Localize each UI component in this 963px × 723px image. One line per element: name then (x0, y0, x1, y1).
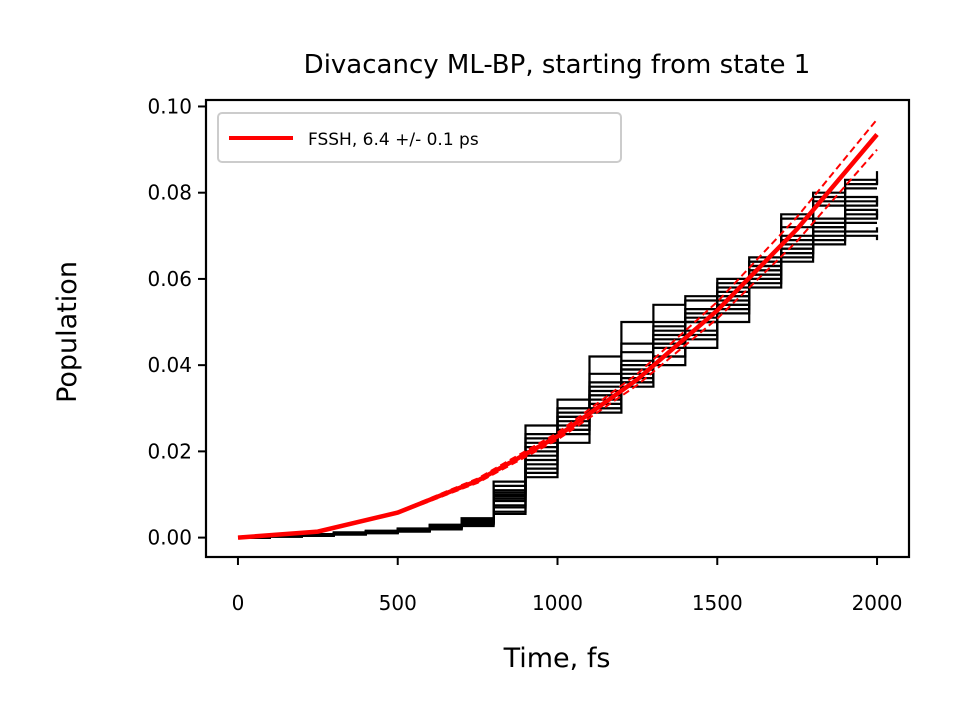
fit-lines (237, 118, 879, 540)
trajectory-line-10 (238, 187, 877, 539)
y-tick-label: 0.02 (147, 439, 192, 463)
y-tick-label: 0.08 (147, 181, 192, 205)
y-axis-ticks: 0.00 0.02 0.04 0.06 0.08 0.10 (147, 94, 206, 550)
plot-area (237, 118, 879, 540)
fit-line (237, 133, 879, 540)
axes-frame (204, 98, 911, 559)
y-axis-label: Population (52, 261, 83, 403)
trajectory-line-12 (238, 197, 879, 539)
legend-label: FSSH, 6.4 +/- 0.1 ps (308, 130, 479, 150)
x-axis-label: Time, fs (503, 643, 611, 674)
legend: FSSH, 6.4 +/- 0.1 ps (217, 112, 622, 163)
legend-box (217, 112, 622, 163)
y-tick-label: 0.00 (147, 526, 192, 550)
y-tick-label: 0.06 (147, 267, 192, 291)
x-tick-label: 0 (232, 591, 245, 615)
trajectory-lines (238, 171, 879, 539)
x-tick-label: 1000 (532, 591, 583, 615)
x-tick-label: 2000 (852, 591, 903, 615)
chart-title: Divacancy ML-BP, starting from state 1 (304, 50, 811, 80)
x-tick-label: 1500 (692, 591, 743, 615)
x-tick-label: 500 (379, 591, 417, 615)
y-tick-label: 0.04 (147, 353, 192, 377)
y-tick-label: 0.10 (147, 94, 192, 118)
x-axis-ticks: 0 500 1000 1500 2000 (232, 557, 903, 615)
fit-lower-bound (237, 148, 878, 539)
